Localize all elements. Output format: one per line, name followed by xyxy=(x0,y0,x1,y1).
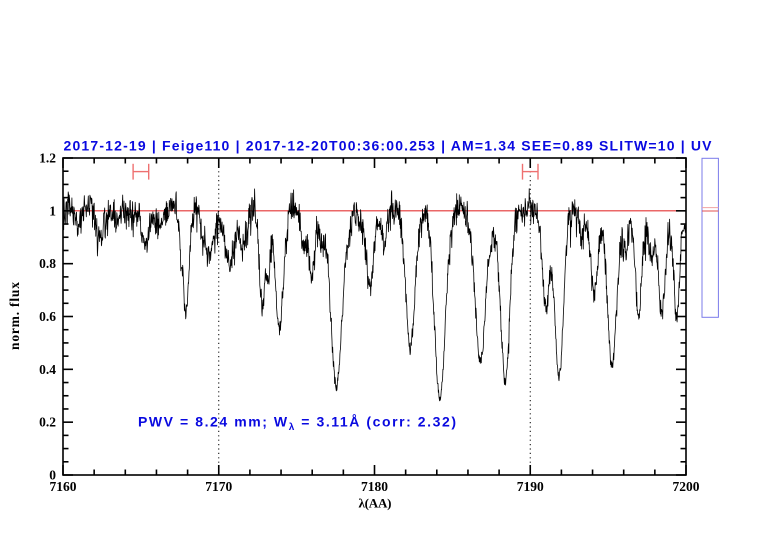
svg-text:2017-12-19 | Feige110 | 2017-1: 2017-12-19 | Feige110 | 2017-12-20T00:36… xyxy=(64,138,713,154)
svg-text:0: 0 xyxy=(49,468,56,483)
svg-text:PWV = 8.24 mm; Wλ = 3.11Å (cor: PWV = 8.24 mm; Wλ = 3.11Å (corr: 2.32) xyxy=(138,414,456,434)
svg-text:λ(AA): λ(AA) xyxy=(359,496,392,511)
svg-text:1.2: 1.2 xyxy=(39,151,56,166)
svg-text:7200: 7200 xyxy=(673,479,700,494)
svg-text:7180: 7180 xyxy=(361,479,388,494)
svg-text:norm. flux: norm. flux xyxy=(7,282,22,350)
svg-text:7160: 7160 xyxy=(50,479,77,494)
svg-text:0.8: 0.8 xyxy=(39,256,56,271)
svg-text:0.6: 0.6 xyxy=(39,309,56,324)
svg-text:7190: 7190 xyxy=(517,479,544,494)
svg-text:7170: 7170 xyxy=(205,479,232,494)
svg-text:0.2: 0.2 xyxy=(39,415,56,430)
svg-text:1: 1 xyxy=(49,203,56,218)
svg-text:0.4: 0.4 xyxy=(39,362,56,377)
